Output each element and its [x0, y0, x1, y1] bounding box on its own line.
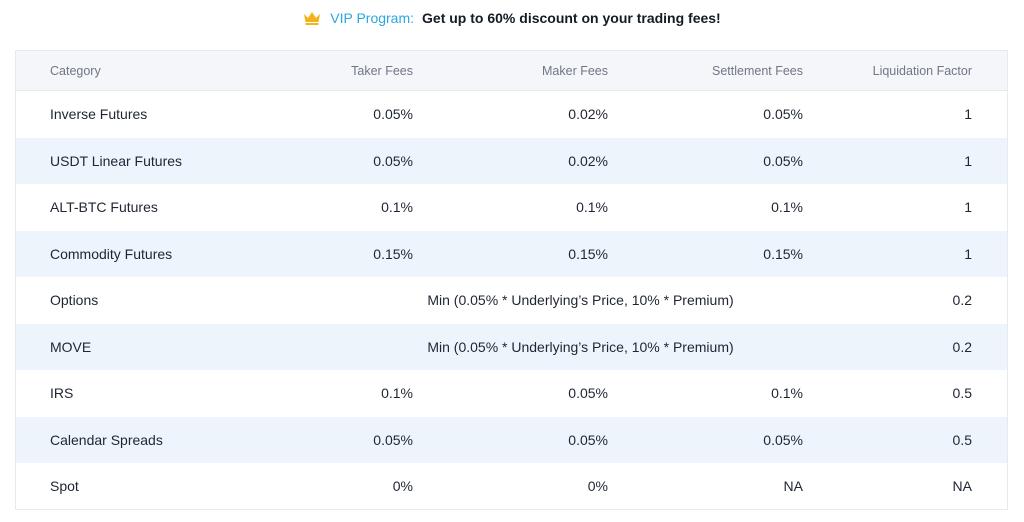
header-liquidation-factor: Liquidation Factor: [872, 63, 972, 78]
row-category: Options: [50, 292, 99, 309]
row-category: USDT Linear Futures: [50, 152, 183, 169]
table-header: Category Taker Fees Maker Fees Settlemen…: [16, 51, 1007, 91]
vip-message: Get up to 60% discount on your trading f…: [422, 10, 721, 26]
table-row: MOVE Min (0.05% * Underlying’s Price, 10…: [16, 323, 1007, 370]
row-liquidation-factor: 0.2: [952, 292, 972, 309]
row-combined-fee: Min (0.05% * Underlying’s Price, 10% * P…: [427, 338, 734, 355]
table-row: ALT-BTC Futures 0.1% 0.1% 0.1% 1: [16, 184, 1007, 231]
row-liquidation-factor: NA: [952, 478, 972, 495]
header-maker-fees: Maker Fees: [542, 63, 608, 78]
row-taker-fee: 0%: [392, 478, 413, 495]
row-settlement-fee: 0.05%: [763, 106, 803, 123]
row-liquidation-factor: 0.2: [952, 338, 972, 355]
header-taker-fees: Taker Fees: [351, 63, 413, 78]
row-liquidation-factor: 1: [964, 152, 972, 169]
row-taker-fee: 0.05%: [373, 431, 413, 448]
header-category: Category: [50, 63, 101, 78]
table-row: IRS 0.1% 0.05% 0.1% 0.5: [16, 370, 1007, 417]
row-taker-fee: 0.15%: [373, 245, 413, 262]
row-settlement-fee: 0.1%: [771, 385, 803, 402]
row-taker-fee: 0.1%: [381, 199, 413, 216]
row-liquidation-factor: 1: [964, 106, 972, 123]
table-row: Spot 0% 0% NA NA: [16, 463, 1007, 510]
table-row: Inverse Futures 0.05% 0.02% 0.05% 1: [16, 91, 1007, 138]
row-settlement-fee: NA: [783, 478, 803, 495]
row-settlement-fee: 0.05%: [763, 431, 803, 448]
row-settlement-fee: 0.05%: [763, 152, 803, 169]
row-category: Inverse Futures: [50, 106, 148, 123]
row-taker-fee: 0.1%: [381, 385, 413, 402]
row-liquidation-factor: 0.5: [952, 431, 972, 448]
row-category: IRS: [50, 385, 74, 402]
row-taker-fee: 0.05%: [373, 152, 413, 169]
row-maker-fee: 0.05%: [568, 431, 608, 448]
crown-icon: [304, 12, 321, 25]
row-maker-fee: 0.1%: [576, 199, 608, 216]
row-combined-fee: Min (0.05% * Underlying’s Price, 10% * P…: [427, 292, 734, 309]
header-settlement-fees: Settlement Fees: [711, 63, 803, 78]
vip-program-link[interactable]: VIP Program:: [330, 10, 415, 26]
table-row: USDT Linear Futures 0.05% 0.02% 0.05% 1: [16, 137, 1007, 184]
table-row: Commodity Futures 0.15% 0.15% 0.15% 1: [16, 230, 1007, 277]
row-liquidation-factor: 1: [964, 199, 972, 216]
fees-table: Category Taker Fees Maker Fees Settlemen…: [15, 50, 1008, 510]
row-maker-fee: 0.02%: [568, 152, 608, 169]
row-maker-fee: 0.02%: [568, 106, 608, 123]
row-maker-fee: 0.15%: [568, 245, 608, 262]
table-row: Calendar Spreads 0.05% 0.05% 0.05% 0.5: [16, 416, 1007, 463]
row-category: Commodity Futures: [50, 245, 173, 262]
row-category: ALT-BTC Futures: [50, 199, 158, 216]
table-row: Options Min (0.05% * Underlying’s Price,…: [16, 277, 1007, 324]
row-settlement-fee: 0.1%: [771, 199, 803, 216]
row-category: Calendar Spreads: [50, 431, 163, 448]
row-settlement-fee: 0.15%: [763, 245, 803, 262]
vip-banner: VIP Program: Get up to 60% discount on y…: [0, 0, 1024, 36]
row-liquidation-factor: 0.5: [952, 385, 972, 402]
row-liquidation-factor: 1: [964, 245, 972, 262]
row-maker-fee: 0%: [587, 478, 608, 495]
row-maker-fee: 0.05%: [568, 385, 608, 402]
row-category: MOVE: [50, 338, 92, 355]
row-taker-fee: 0.05%: [373, 106, 413, 123]
row-category: Spot: [50, 478, 79, 495]
